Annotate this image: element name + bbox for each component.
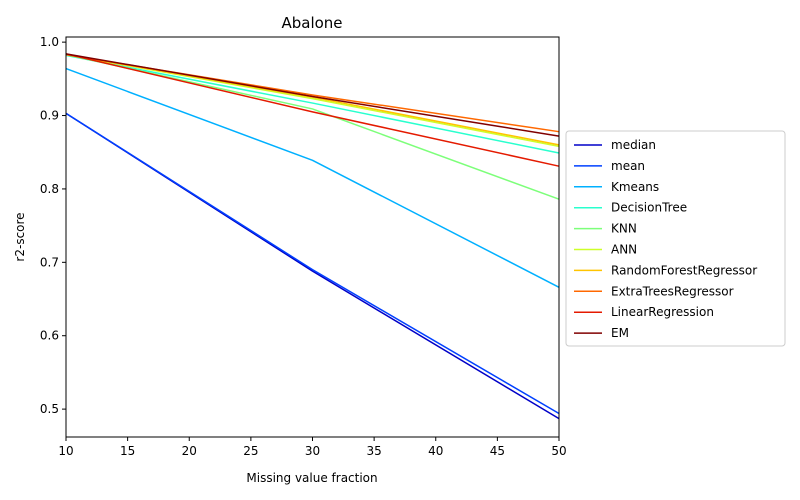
x-axis: 10 15 20 25 30 35 40 45 50: [58, 437, 567, 458]
legend-label-linearregression: LinearRegression: [611, 305, 714, 319]
x-tick-label: 45: [490, 444, 505, 458]
y-tick-label: 1.0: [40, 35, 59, 49]
legend-label-em: EM: [611, 326, 629, 340]
legend-label-knn: KNN: [611, 222, 637, 236]
x-tick-label: 15: [120, 444, 135, 458]
series-line-ann: [65, 53, 560, 148]
y-axis: 0.5 0.6 0.7 0.8 0.9 1.0: [40, 35, 66, 416]
y-axis-title: r2-score: [13, 212, 27, 261]
x-axis-title: Missing value fraction: [246, 471, 377, 485]
legend-label-mean: mean: [611, 159, 645, 173]
legend-label-decisiontree: DecisionTree: [611, 201, 687, 215]
legend-label-kmeans: Kmeans: [611, 180, 659, 194]
x-tick-label: 40: [428, 444, 443, 458]
y-tick-label: 0.8: [40, 182, 59, 196]
legend-label-randomforestregressor: RandomForestRegressor: [611, 263, 757, 277]
x-tick-label: 10: [58, 444, 73, 458]
x-tick-label: 25: [243, 444, 258, 458]
x-tick-label: 30: [305, 444, 320, 458]
legend-label-extratreesregressor: ExtraTreesRegressor: [611, 284, 734, 298]
series-line-kmeans: [65, 67, 560, 288]
legend-frame: [565, 130, 786, 347]
chart-title: Abalone: [281, 14, 342, 32]
y-tick-label: 0.5: [40, 402, 59, 416]
x-tick-label: 20: [182, 444, 197, 458]
legend: median mean Kmeans DecisionTree KNN ANN Random…: [565, 130, 786, 347]
series-line-decisiontree: [65, 54, 560, 154]
series-line-linearregression: [65, 53, 560, 167]
y-tick-label: 0.9: [40, 109, 59, 123]
x-tick-label: 35: [366, 444, 381, 458]
series-layer: [65, 53, 560, 420]
series-line-em: [65, 53, 560, 137]
series-line-mean: [65, 112, 560, 415]
series-line-knn: [65, 53, 560, 200]
y-tick-label: 0.7: [40, 255, 59, 269]
y-tick-label: 0.6: [40, 329, 59, 343]
x-tick-label: 50: [551, 444, 566, 458]
series-line-median: [65, 112, 560, 420]
legend-label-median: median: [611, 138, 656, 152]
legend-label-ann: ANN: [611, 243, 637, 257]
